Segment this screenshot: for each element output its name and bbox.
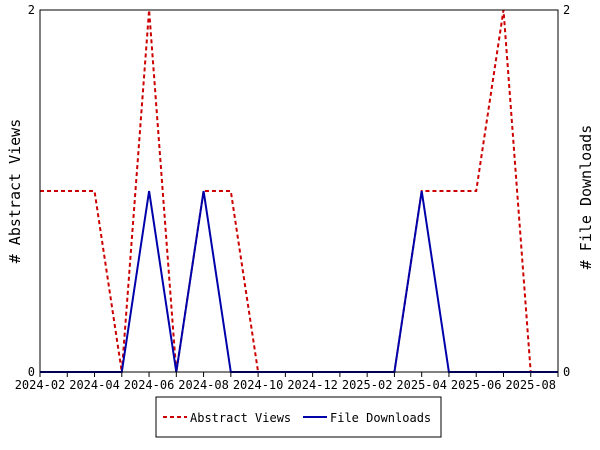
x-tick-label: 2024-10: [233, 378, 284, 392]
x-tick-label: 2024-08: [178, 378, 229, 392]
x-tick-label: 2024-02: [15, 378, 66, 392]
plot-area: [39, 9, 559, 373]
legend-box: [155, 396, 442, 438]
x-tick-label: 2024-06: [124, 378, 175, 392]
y-tick-label-left-top: 2: [28, 3, 35, 17]
series-layer: [40, 9, 558, 373]
x-tick-label: 2025-02: [342, 378, 393, 392]
legend-label-file-downloads: File Downloads: [330, 411, 431, 425]
y-axis-title-right: # File Downloads: [577, 125, 595, 270]
legend: Abstract Views File Downloads: [155, 396, 442, 438]
legend-label-abstract-views: Abstract Views: [190, 411, 291, 425]
x-tick-label: 2025-08: [505, 378, 556, 392]
x-tick-label: 2025-06: [451, 378, 502, 392]
x-tick-label: 2025-04: [396, 378, 447, 392]
series-line-abstract-views: [40, 9, 558, 373]
y-tick-label-left-bottom: 0: [28, 365, 35, 379]
y-tick-label-right-bottom: 0: [563, 365, 570, 379]
x-tick-label: 2024-12: [287, 378, 338, 392]
x-axis-tick-labels: 2024-02 2024-04 2024-06 2024-08 2024-10 2024-…: [15, 378, 556, 392]
x-tick-label: 2024-04: [69, 378, 120, 392]
y-tick-label-right-top: 2: [563, 3, 570, 17]
y-axis-title-left: # Abstract Views: [6, 119, 24, 264]
